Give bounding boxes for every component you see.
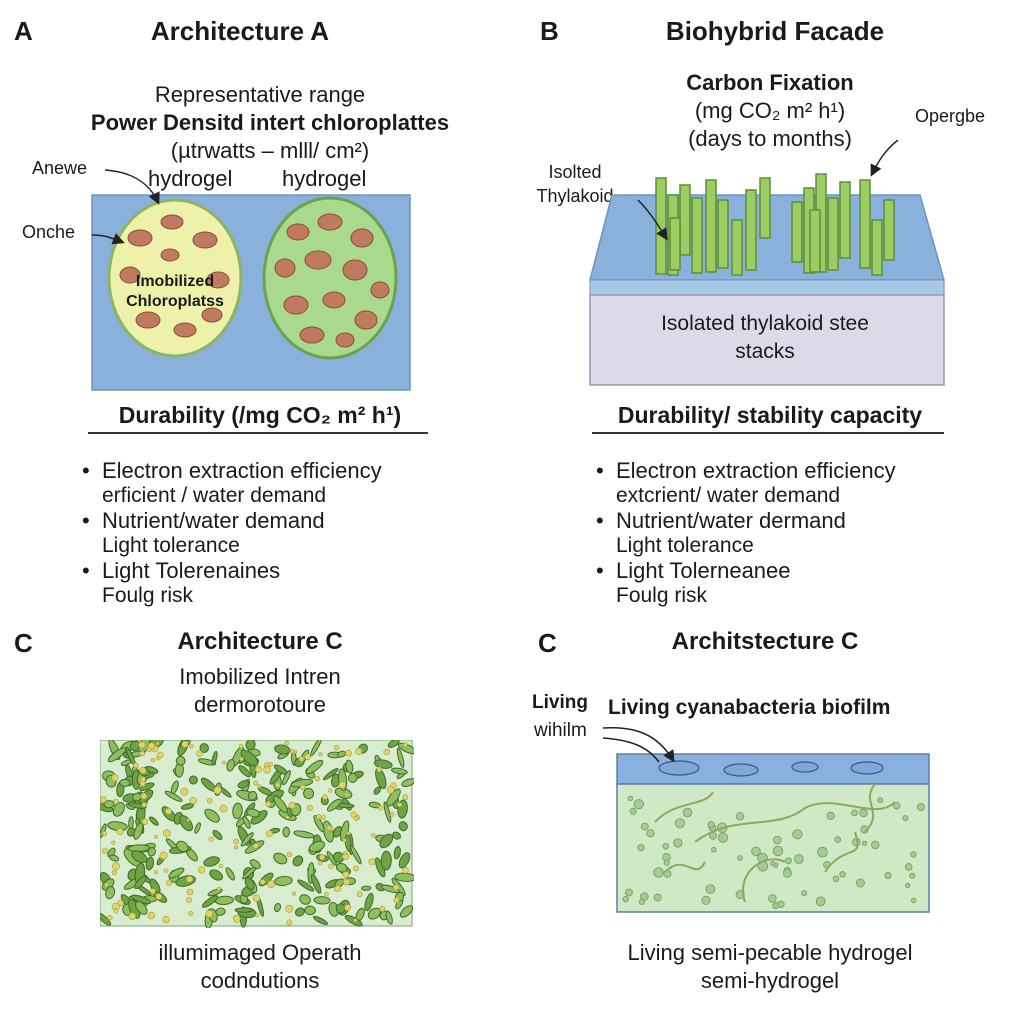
panel-a-hydrogel-right: hydrogel — [282, 166, 367, 191]
panel-b-bullet-list: • Electron extraction efficiency extcrient… — [592, 458, 972, 608]
panel-a-bullet-item: • Light Tolerenaines — [78, 558, 458, 583]
thylakoid-block-label-line2: stacks — [735, 340, 795, 363]
panel-b-bullet-text: Foulg risk — [616, 584, 708, 607]
panel-b-units: (mg CO₂ m² h¹) — [694, 98, 846, 123]
panel-c-line2: dermorotoure — [193, 692, 327, 717]
capsule-label: Imobilized Chloroplatss — [115, 272, 235, 312]
capsule-label-line2: Chloroplatss — [126, 293, 224, 310]
panel-a-diagram — [91, 169, 411, 391]
label-isolted-line1: Isolted — [548, 162, 602, 182]
panel-b-bullet-item: • Electron extraction efficiency — [592, 458, 972, 483]
panel-a-hydrogel-left: hydrogel — [148, 166, 233, 191]
panel-b-bullet-text: Electron extraction efficiency — [616, 458, 896, 483]
panel-a-bullet-text: erficient / water demand — [102, 484, 327, 507]
panel-b-bullet-item: extcrient/ water demand — [592, 483, 972, 508]
bullet-dot: • — [596, 508, 604, 533]
label-onche: Onche — [22, 222, 76, 242]
panel-a-power-density: Power Densitd intert chloroplattes — [90, 110, 450, 135]
label-wihilm: wihilm — [534, 720, 587, 741]
bullet-dot: • — [82, 558, 90, 583]
panel-a-bullet-text: Light tolerance — [102, 534, 240, 557]
panel-a-bullet-item: Foulg risk — [78, 583, 458, 608]
panel-d-caption2: semi-hydrogel — [700, 968, 840, 993]
bullet-dot: • — [82, 508, 90, 533]
bullet-dot: • — [82, 458, 90, 483]
biofilm-label: Living cyanabacteria biofilm — [608, 696, 891, 719]
panel-a-letter: A — [14, 16, 33, 46]
panel-a-bullet-item: • Electron extraction efficiency — [78, 458, 458, 483]
label-living: Living — [532, 692, 588, 713]
label-opergbe: Opergbe — [915, 106, 986, 126]
bullet-dot: • — [596, 558, 604, 583]
thylakoid-stack-block — [589, 294, 945, 386]
panel-d-title: Architstecture C — [671, 628, 859, 655]
panel-b-bullet-text: Light Tolerneanee — [616, 558, 791, 583]
panel-b-rule — [592, 432, 944, 434]
panel-b-diagram — [589, 140, 945, 386]
panel-c-title: Architecture C — [177, 628, 343, 655]
panel-a-bullet-item: • Nutrient/water demand — [78, 508, 458, 533]
panel-b-carbon-fixation: Carbon Fixation — [686, 70, 854, 95]
panel-b-bullet-text: extcrient/ water demand — [616, 484, 841, 507]
panel-b-bullet-text: Nutrient/water dermand — [616, 508, 846, 533]
capsule-label-line1: Imobilized — [135, 273, 215, 290]
panel-b-bullet-text: Light tolerance — [616, 534, 754, 557]
panel-a-bullet-item: Light tolerance — [78, 533, 458, 558]
panel-a-bullet-text: Foulg risk — [102, 584, 194, 607]
panel-a-title: Architecture A — [150, 16, 330, 46]
panel-c-letter: C — [14, 628, 33, 658]
panel-a-durability: Durability (/mg CO₂ m² h¹) — [118, 402, 402, 428]
label-isolted: Isolted Thylakoid — [515, 160, 635, 208]
panel-a-bullet-text: Nutrient/water demand — [102, 508, 325, 533]
panel-b-bullet-item: Foulg risk — [592, 583, 972, 608]
panel-a-rule — [88, 432, 428, 434]
panel-a-subtitle: Representative range — [154, 82, 366, 107]
bullet-dot: • — [596, 458, 604, 483]
label-anewe: Anewe — [32, 158, 88, 178]
immobilized-matrix — [100, 740, 414, 928]
panel-b-bullet-item: Light tolerance — [592, 533, 972, 558]
thylakoid-block-label-line1: Isolated thylakoid stee — [661, 312, 869, 335]
panel-b-title: Biohybrid Facade — [665, 16, 885, 46]
panel-c-caption1: illumimaged Operath — [158, 940, 362, 965]
panel-a-bullet-text: Electron extraction efficiency — [102, 458, 382, 483]
panel-d-letter: C — [538, 628, 557, 658]
panel-a-bullet-list: • Electron extraction efficiency erficient… — [78, 458, 458, 608]
panel-b-bullet-item: • Light Tolerneanee — [592, 558, 972, 583]
panel-d-diagram — [602, 726, 930, 913]
panel-b-durability: Durability/ stability capacity — [617, 402, 923, 428]
panel-a-units: (µtrwatts – mlll/ cm²) — [170, 138, 370, 163]
panel-a-bullet-item: erficient / water demand — [78, 483, 458, 508]
panel-c-line1: Imobilized Intren — [179, 664, 341, 689]
panel-d-caption1: Living semi-pecable hydrogel — [627, 940, 913, 965]
panel-b-bullet-item: • Nutrient/water dermand — [592, 508, 972, 533]
panel-c-caption2: codndutions — [200, 968, 320, 993]
panel-b-letter: B — [540, 16, 559, 46]
thylakoid-block-label: Isolated thylakoid stee stacks — [600, 310, 930, 366]
panel-b-duration: (days to months) — [688, 126, 852, 151]
panel-a-bullet-text: Light Tolerenaines — [102, 558, 281, 583]
label-isolted-line2: Thylakoid — [536, 186, 614, 206]
